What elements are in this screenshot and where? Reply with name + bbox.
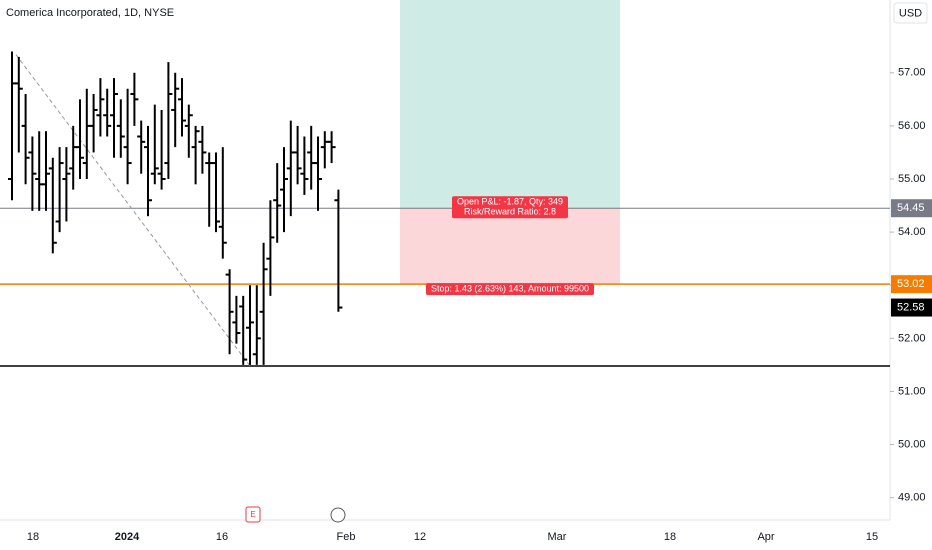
stop-label: Stop: 1.43 (2.63%) 143, Amount: 99500 — [431, 284, 589, 294]
pnl-label: Open P&L: -1.87, Qty: 349 — [457, 197, 563, 207]
y-tick-label: 49.00 — [898, 492, 926, 504]
rr-label: Risk/Reward Ratio: 2.8 — [464, 207, 556, 217]
x-tick-label: 15 — [866, 531, 878, 543]
currency-button[interactable] — [893, 2, 928, 24]
profit-zone — [400, 0, 620, 209]
chart-title: Comerica Incorporated, 1D, NYSE — [6, 7, 174, 19]
x-tick-label: Mar — [548, 531, 567, 543]
y-tick-label: 55.00 — [898, 173, 926, 185]
y-tick-label: 54.00 — [898, 226, 926, 238]
y-tick-label: 50.00 — [898, 438, 926, 450]
pnl-bg — [452, 196, 568, 219]
loss-zone — [400, 208, 620, 285]
x-tick-label: 16 — [216, 531, 228, 543]
dividend-icon[interactable] — [330, 507, 346, 523]
y-tick-label: 52.00 — [898, 332, 926, 344]
x-tick-label: 12 — [414, 531, 426, 543]
stop-price: 53.02 — [897, 278, 925, 290]
y-tick-label: 51.00 — [898, 385, 926, 397]
x-tick-label: 18 — [27, 531, 39, 543]
trendline — [15, 54, 251, 367]
y-tick-label: 56.00 — [898, 120, 926, 132]
x-tick-label: Feb — [337, 531, 356, 543]
x-tick-label: 2024 — [115, 531, 140, 543]
last-price-bg — [891, 298, 932, 317]
entry-price: 54.45 — [897, 202, 925, 214]
stop-price-bg — [891, 275, 932, 294]
earnings-letter[interactable]: E — [250, 510, 255, 519]
x-tick-label: 18 — [664, 531, 676, 543]
entry-price-bg — [891, 199, 932, 218]
last-price: 52.58 — [897, 301, 925, 313]
y-tick-label: 57.00 — [898, 67, 926, 79]
earnings-icon[interactable] — [245, 506, 261, 523]
stop-label-bg — [426, 283, 594, 296]
currency-text[interactable]: USD — [899, 7, 922, 19]
x-tick-label: Apr — [757, 531, 774, 543]
